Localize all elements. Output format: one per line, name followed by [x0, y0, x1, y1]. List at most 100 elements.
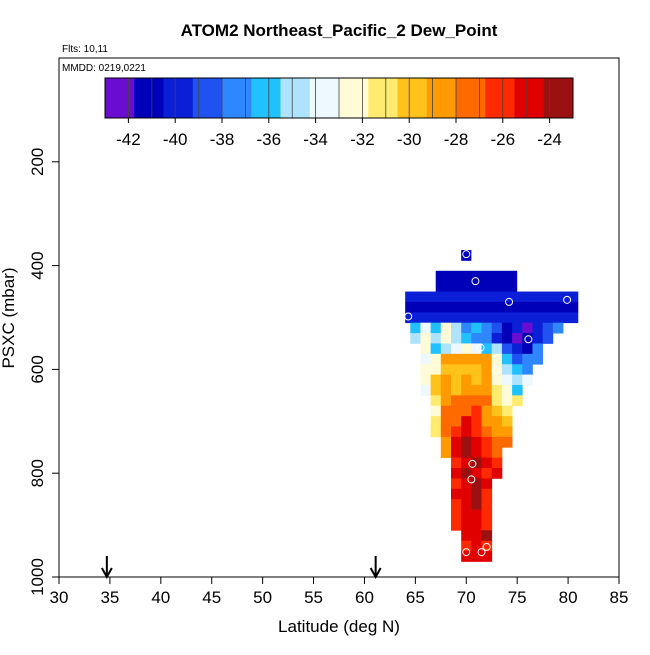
heatmap-cell — [451, 333, 462, 344]
heatmap-cell — [481, 499, 493, 510]
heatmap-cell — [491, 364, 503, 375]
heatmap-cell — [440, 333, 452, 344]
heatmap-cell — [440, 353, 452, 365]
heatmap-cell — [501, 395, 513, 407]
heatmap-cell — [471, 374, 482, 386]
heatmap-cell — [532, 333, 544, 344]
heatmap-cell — [471, 519, 482, 531]
heatmap-cell — [481, 540, 493, 552]
heatmap-cell — [522, 322, 533, 334]
profile-point-marker — [482, 542, 491, 551]
colorbar-segment — [397, 78, 404, 118]
heatmap-cell — [451, 405, 462, 417]
heatmap-cell — [481, 468, 493, 479]
heatmap-cell — [471, 426, 482, 438]
colorbar-segment — [239, 78, 246, 118]
heatmap-cell — [522, 333, 533, 344]
colorbar-segment — [216, 78, 223, 118]
x-tick-label: 30 — [50, 588, 69, 607]
heatmap-cell — [481, 333, 493, 344]
heatmap-cell — [471, 540, 482, 552]
heatmap-cell — [481, 353, 493, 365]
profile-point-marker — [476, 343, 485, 352]
x-tick-label: 35 — [100, 588, 119, 607]
heatmap-cell — [440, 416, 452, 427]
colorbar-segment — [461, 78, 469, 118]
colorbar-segment — [315, 78, 322, 118]
heatmap-cell — [481, 478, 493, 490]
colorbar-segment — [327, 78, 334, 118]
heatmap-cell — [461, 333, 472, 344]
colorbar-segment — [409, 78, 416, 118]
colorbar-segment — [280, 78, 287, 118]
heatmap-cell — [410, 333, 421, 344]
heatmap-cell — [491, 457, 503, 469]
heatmap-cell — [461, 322, 472, 334]
heatmap-cell — [481, 551, 493, 562]
heatmap-cell — [512, 395, 523, 407]
heatmap-cell — [440, 322, 452, 334]
heatmap-cell — [440, 395, 452, 407]
colorbar-segment — [169, 78, 176, 118]
heatmap-cell — [461, 540, 472, 552]
heatmap-cell — [471, 384, 482, 396]
heatmap-cell — [481, 395, 493, 407]
heatmap-cell — [420, 374, 432, 386]
heatmap-cell — [461, 488, 472, 500]
heatmap-cell — [461, 416, 472, 427]
colorbar-segment — [145, 78, 153, 118]
heatmap-cell — [491, 447, 503, 459]
heatmap-cell — [430, 364, 442, 375]
colorbar-segment — [134, 78, 141, 118]
colorbar-segment — [303, 78, 311, 118]
heatmap-cell — [440, 384, 452, 396]
heatmap-cell — [451, 509, 462, 521]
heatmap-cell — [430, 374, 442, 386]
profile-point-marker — [404, 312, 413, 321]
heatmap-cell — [461, 250, 472, 261]
x-tick-label: 60 — [355, 588, 374, 607]
y-tick-label: 200 — [28, 148, 47, 176]
heatmap-cell — [501, 405, 513, 417]
colorbar-segment — [274, 78, 281, 118]
heatmap-cell — [501, 436, 513, 448]
colorbar-segment — [192, 78, 200, 118]
heatmap-cell — [430, 416, 442, 427]
heatmap-cell — [491, 405, 503, 417]
colorbar-segment — [251, 78, 258, 118]
colorbar-segment — [549, 78, 556, 118]
heatmap-cell — [451, 364, 462, 375]
x-axis-label: Latitude (deg N) — [278, 617, 400, 636]
y-tick-label: 600 — [28, 355, 47, 383]
colorbar-segment — [181, 78, 188, 118]
profile-point-marker — [462, 250, 471, 259]
profile-point-marker — [462, 548, 471, 557]
heatmap-cell — [532, 343, 544, 355]
heatmap-cell — [481, 322, 493, 334]
colorbar-segment — [479, 78, 486, 118]
heatmap-cell — [451, 468, 462, 479]
heatmap-cell — [471, 509, 482, 521]
colorbar-segment — [227, 78, 235, 118]
heatmap-cell — [430, 343, 442, 355]
heatmap-cell — [522, 343, 533, 355]
heatmap-cell — [481, 384, 493, 396]
colorbar-segment — [438, 78, 445, 118]
heatmap-cell — [461, 364, 472, 375]
profile-point-marker — [467, 475, 476, 484]
dates-label: MMDD: 0219,0221 — [62, 63, 146, 74]
heatmap-cell — [451, 499, 462, 510]
x-tick-label: 70 — [457, 588, 476, 607]
colorbar-segment — [526, 78, 533, 118]
heatmap-cell — [471, 322, 482, 334]
colorbar: -42 -40 -38 -36 -34 -32 -30 -28 -26 -24 — [104, 77, 574, 149]
colorbar-segment — [128, 78, 135, 118]
heatmap-cell — [451, 322, 462, 334]
heatmap-cell — [420, 364, 432, 375]
heatmap-cell — [420, 343, 432, 355]
colorbar-segment — [233, 78, 241, 118]
heatmap-cell — [451, 353, 462, 365]
heatmap-cell — [461, 447, 472, 459]
heatmap-cell — [542, 322, 554, 334]
